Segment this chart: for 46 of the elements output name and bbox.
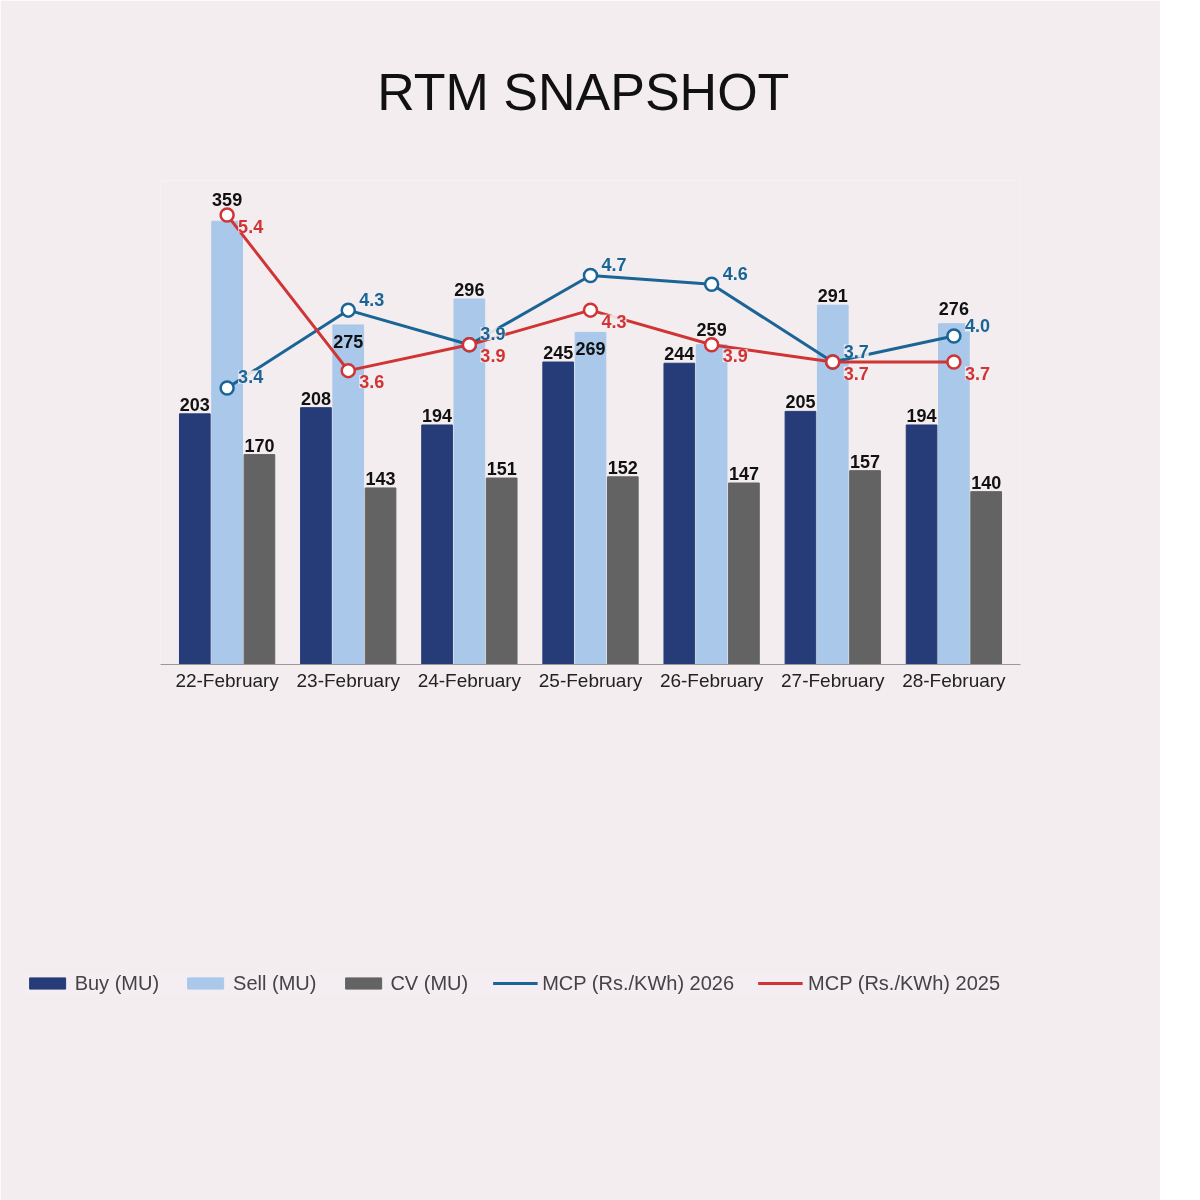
data-label: 3.9	[480, 346, 506, 367]
data-label: 151	[486, 459, 517, 480]
data-label: 4.3	[601, 311, 627, 332]
data-label: 203	[179, 394, 210, 415]
data-label: 194	[422, 405, 453, 426]
data-label: 143	[365, 468, 396, 489]
data-label: 5.4	[238, 216, 264, 237]
data-label: 259	[696, 319, 727, 340]
data-label: 3.4	[238, 367, 264, 388]
data-label: 296	[454, 280, 485, 301]
data-label: 244	[664, 344, 695, 365]
data-label: 194	[906, 405, 937, 426]
chart-title: RTM SNAPSHOT	[377, 62, 790, 121]
legend-label: MCP (Rs./KWh) 2026	[542, 971, 735, 995]
legend-label: Buy (MU)	[74, 971, 160, 995]
data-label: 269	[575, 339, 606, 360]
x-tick-label: 22-February	[175, 669, 280, 691]
data-label: 205	[785, 392, 816, 413]
data-label: 3.7	[843, 363, 869, 384]
data-label: 157	[850, 451, 881, 472]
data-label: 4.7	[601, 255, 627, 276]
data-label: 245	[543, 343, 574, 363]
data-label: 3.7	[843, 341, 869, 362]
x-tick-label: 23-February	[296, 669, 401, 691]
data-label: 140	[971, 472, 1002, 493]
data-label: 291	[817, 286, 848, 307]
data-label: 4.6	[722, 263, 748, 284]
data-label: 208	[300, 388, 331, 409]
x-tick-label: 26-February	[659, 669, 764, 691]
data-label: 4.3	[359, 289, 385, 310]
legend-label: MCP (Rs./KWh) 2025	[808, 971, 1000, 995]
x-tick-label: 28-February	[902, 669, 1007, 691]
data-label: 3.7	[964, 363, 990, 384]
data-label: 147	[728, 464, 759, 484]
data-label: 3.9	[722, 346, 748, 367]
x-tick-label: 25-February	[538, 669, 643, 691]
data-label: 3.6	[359, 372, 385, 393]
data-label: 275	[333, 331, 364, 352]
x-tick-label: 27-February	[781, 669, 885, 691]
data-label: 170	[244, 435, 275, 456]
legend-label: Sell (MU)	[233, 971, 317, 995]
data-label: 152	[607, 457, 638, 478]
x-tick-label: 24-February	[417, 669, 522, 691]
data-label: 359	[212, 190, 243, 211]
data-label: 3.9	[480, 324, 506, 345]
legend-label: CV (MU)	[390, 971, 469, 995]
